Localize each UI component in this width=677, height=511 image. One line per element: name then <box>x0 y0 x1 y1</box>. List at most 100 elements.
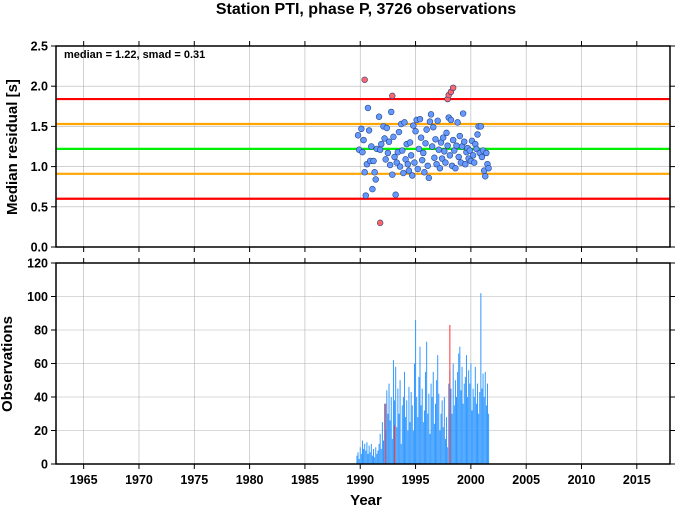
residual-point-0-2 <box>358 125 365 133</box>
observations-x-ticks: 1965 1970 1975 1980 1985 1990 1995 2000 2005 2010… <box>70 258 651 487</box>
observations-bar-0-94 <box>460 390 462 464</box>
observations-bar-0-32 <box>391 438 393 465</box>
residual-point-0-31 <box>392 191 399 198</box>
observations-bar-0-22 <box>380 448 382 464</box>
residual-point-0-70 <box>435 146 442 153</box>
observations-bar-0-108 <box>475 403 477 464</box>
observations-bar-0-82 <box>447 447 449 464</box>
residual-point-0-0 <box>354 132 362 139</box>
residual-point-0-115 <box>485 165 492 172</box>
observations-bar-0-114 <box>482 373 484 464</box>
x-tick-label-2: 1975 <box>180 473 208 487</box>
residual-point-0-17 <box>375 113 383 120</box>
residual-point-0-81 <box>447 116 455 124</box>
observations-bar-0-0 <box>356 455 358 465</box>
observations-y-tick-label-6: 120 <box>27 257 48 271</box>
observations-bar-0-23 <box>381 422 383 465</box>
residual-point-0-38 <box>400 169 407 177</box>
residual-point-0-71 <box>436 165 444 172</box>
residual-panel: 0.0 0.5 1.0 1.5 2.0 2.5 median = 1.22, smad =… <box>4 40 675 255</box>
residual-point-0-66 <box>431 154 438 161</box>
residual-y-tick-label-4: 2.0 <box>31 80 48 94</box>
observations-bar-0-64 <box>427 413 429 464</box>
observations-bar-0-39 <box>399 380 401 464</box>
residual-point-0-42 <box>404 160 412 168</box>
observations-bar-0-52 <box>413 363 415 464</box>
residual-y-tick-label-3: 1.5 <box>31 120 48 134</box>
observations-bar-0-5 <box>361 440 363 464</box>
observations-bar-0-95 <box>461 366 463 464</box>
residual-point-0-23 <box>383 124 390 132</box>
residual-point-0-15 <box>372 176 379 183</box>
chart-title: Station PTI, phase P, 3726 observations <box>216 1 516 18</box>
observations-bar-0-18 <box>376 453 378 464</box>
x-tick-label-4: 1985 <box>291 473 319 487</box>
residual-points <box>354 76 492 227</box>
residual-point-0-22 <box>382 156 389 163</box>
observations-bar-0-8 <box>365 450 367 464</box>
residual-point-0-60 <box>424 162 431 169</box>
observations-bar-0-46 <box>407 430 409 464</box>
residual-point-0-6 <box>362 192 369 199</box>
residual-point-0-34 <box>395 128 403 136</box>
residual-point-0-29 <box>390 133 397 141</box>
observations-bar-0-103 <box>470 363 472 464</box>
residual-y-axis-label: Median residual [s] <box>4 79 21 215</box>
residual-reference-lines <box>56 97 670 200</box>
observations-bar-0-80 <box>444 438 446 465</box>
observations-bar-0-59 <box>421 388 423 465</box>
observations-bar-0-92 <box>458 353 460 464</box>
observations-y-axis-label: Observations <box>0 316 16 412</box>
observations-bar-0-50 <box>411 405 413 465</box>
observations-bar-0-36 <box>396 427 398 464</box>
observations-bar-0-31 <box>390 397 392 464</box>
residual-point-0-11 <box>368 143 375 150</box>
observations-bar-0-104 <box>471 410 473 464</box>
x-tick-label-7: 2000 <box>457 473 485 487</box>
residual-point-1-0 <box>361 76 368 83</box>
residual-point-1-2 <box>389 92 396 100</box>
observations-y-tick-label-5: 100 <box>27 290 48 304</box>
observations-bar-0-9 <box>366 442 368 464</box>
residual-point-0-57 <box>421 169 428 176</box>
observations-bar-0-116 <box>484 371 486 465</box>
residual-point-0-43 <box>405 167 413 174</box>
observations-bar-0-88 <box>453 405 455 465</box>
observations-bar-0-105 <box>472 388 474 465</box>
residual-point-0-24 <box>384 149 392 157</box>
residual-point-0-45 <box>407 152 415 159</box>
observations-bar-1-0 <box>385 403 387 464</box>
observations-bar-0-67 <box>430 383 432 464</box>
observations-bar-0-78 <box>442 427 444 464</box>
observations-bar-0-51 <box>412 430 414 464</box>
residual-y-tick-label-5: 2.5 <box>31 40 48 54</box>
residual-point-1-1 <box>376 219 384 227</box>
observations-bar-0-20 <box>378 443 380 464</box>
observations-bar-0-57 <box>419 346 421 464</box>
residual-point-0-78 <box>444 142 451 149</box>
observations-bar-0-58 <box>420 405 422 465</box>
observations-bar-0-75 <box>439 430 441 464</box>
observations-bar-0-100 <box>467 397 469 464</box>
observations-bar-0-30 <box>389 420 391 464</box>
observations-y-tick-label-1: 20 <box>34 424 48 438</box>
observations-bar-0-102 <box>469 383 471 464</box>
observations-bar-0-101 <box>468 370 470 464</box>
observations-panel: 0 20 40 60 80 100 120 1965 1970 1975 1980 1985 1990… <box>0 257 675 509</box>
observations-bar-0-29 <box>388 383 390 464</box>
observations-bar-0-19 <box>377 450 379 464</box>
observations-bar-0-16 <box>374 457 376 464</box>
observations-bar-0-21 <box>379 433 381 464</box>
residual-point-1-6 <box>449 84 457 92</box>
x-tick-label-5: 1990 <box>346 473 374 487</box>
observations-bar-1-1 <box>394 425 396 464</box>
observations-bar-0-65 <box>428 393 430 464</box>
residual-x-ticks <box>83 41 638 252</box>
residual-point-0-53 <box>416 115 424 123</box>
median-smad-annotation: median = 1.22, smad = 0.31 <box>64 49 205 61</box>
residual-point-0-105 <box>474 131 481 138</box>
observations-y-ticks: 0 20 40 60 80 100 120 <box>27 257 675 472</box>
residual-point-0-54 <box>417 134 425 141</box>
observations-bar-0-45 <box>406 400 408 464</box>
